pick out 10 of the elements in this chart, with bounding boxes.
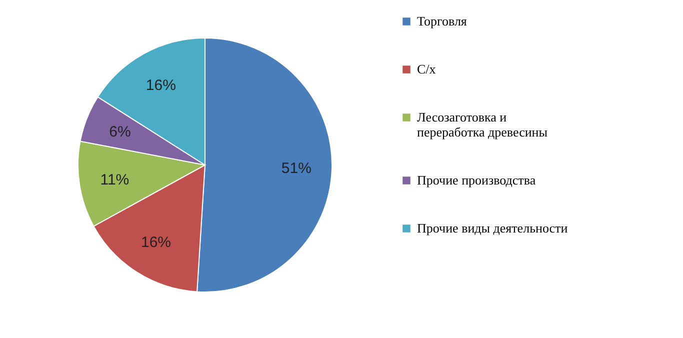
legend-label: Торговля bbox=[417, 14, 467, 28]
data-label: 16% bbox=[146, 76, 176, 94]
legend-label: Прочие производства bbox=[417, 172, 536, 188]
legend-label: С/х bbox=[417, 62, 436, 76]
legend-label: Лесозаготовка и переработка древесины bbox=[417, 110, 548, 140]
legend-label: Прочие виды деятельности bbox=[417, 220, 568, 236]
data-label: 11% bbox=[100, 171, 130, 188]
data-label: 6% bbox=[109, 123, 131, 140]
data-label: 51% bbox=[281, 160, 312, 177]
data-label: 16% bbox=[140, 234, 172, 252]
